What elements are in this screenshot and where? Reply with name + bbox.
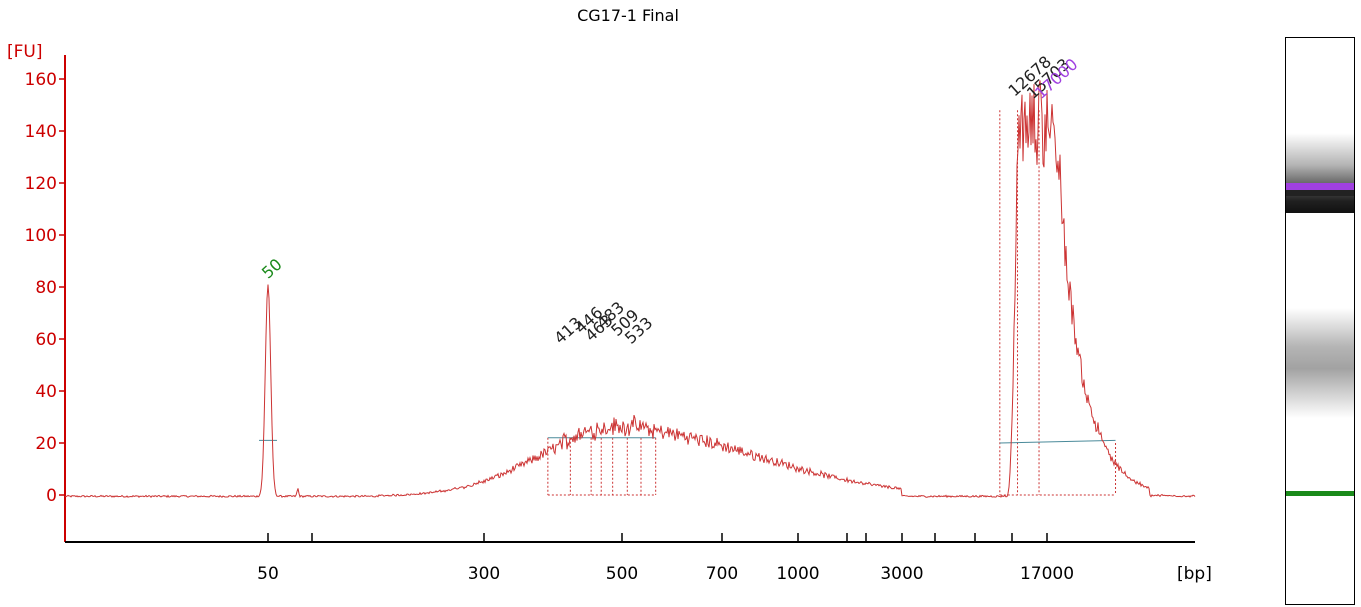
y-tick-label: 40 (35, 382, 57, 402)
lower-marker-band (1286, 491, 1354, 496)
y-tick-label: 120 (25, 174, 57, 194)
x-tick-label: 300 (468, 564, 500, 584)
x-tick-label: 3000 (880, 564, 923, 584)
x-tick-label: 17000 (1020, 564, 1074, 584)
upper-marker-band (1286, 183, 1354, 190)
marker-peak-label: 50 (258, 255, 286, 283)
x-axis: 50 300 500 700 1000 3000 17000 (65, 533, 1195, 584)
x-tick-label: 700 (706, 564, 738, 584)
x-tick-label: 500 (606, 564, 638, 584)
y-tick-label: 80 (35, 278, 57, 298)
x-tick-label: 1000 (776, 564, 819, 584)
y-tick-label: 60 (35, 330, 57, 350)
peak-region-baseline (999, 439, 1116, 444)
x-tick-label: 50 (257, 564, 279, 584)
chart-title: CG17-1 Final (577, 6, 679, 25)
y-tick-label: 140 (25, 122, 57, 142)
y-tick-label: 0 (46, 486, 57, 506)
gel-lane (1285, 37, 1355, 605)
y-tick-label: 100 (25, 226, 57, 246)
library-smear-band (1286, 308, 1354, 418)
y-axis: 0 20 40 60 80 100 120 140 160 (25, 55, 66, 542)
signal-trace (64, 80, 1196, 499)
y-axis-label: [FU] (7, 42, 43, 62)
y-tick-label: 160 (25, 70, 57, 90)
hmw-dark-band (1286, 190, 1354, 196)
y-tick-label: 20 (35, 434, 57, 454)
x-axis-label: [bp] (1177, 564, 1212, 584)
hmw-smear-band (1286, 133, 1354, 213)
